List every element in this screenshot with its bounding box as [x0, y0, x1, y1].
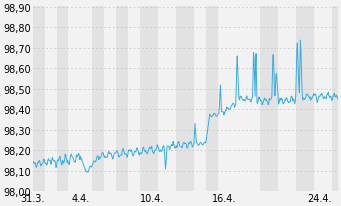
- Bar: [331, 7, 341, 191]
- Bar: [296, 7, 314, 191]
- Bar: [140, 7, 158, 191]
- Bar: [176, 7, 194, 191]
- Bar: [206, 7, 218, 191]
- Bar: [116, 7, 128, 191]
- Bar: [33, 7, 45, 191]
- Bar: [260, 7, 278, 191]
- Bar: [92, 7, 104, 191]
- Bar: [57, 7, 69, 191]
